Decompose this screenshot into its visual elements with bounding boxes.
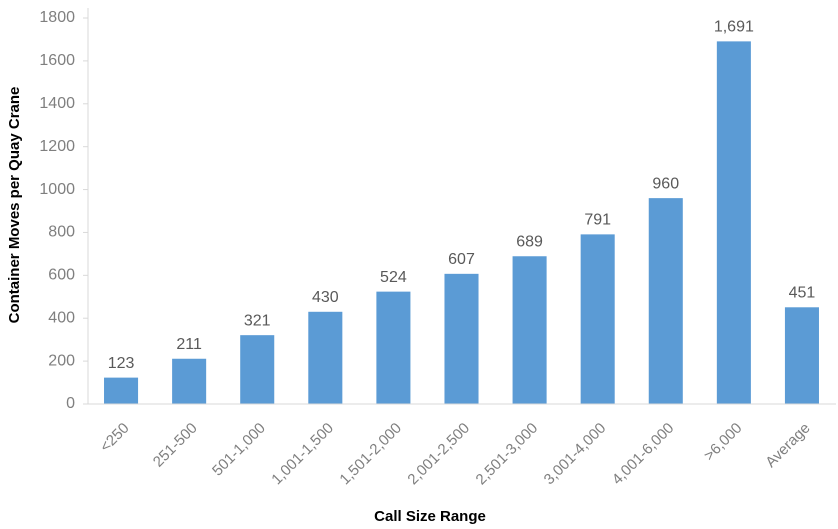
bar: [376, 291, 411, 404]
y-axis-title: Container Moves per Quay Crane: [6, 87, 23, 324]
y-tick-label: 1800: [39, 9, 75, 26]
value-label: 524: [380, 269, 407, 286]
value-label: 451: [789, 285, 816, 302]
y-tick-label: 800: [48, 224, 75, 241]
bar: [580, 234, 615, 404]
bar: [784, 307, 819, 404]
value-label: 607: [448, 251, 475, 268]
x-tick-label: Average: [762, 420, 813, 471]
value-label: 791: [584, 212, 611, 229]
x-tick-label: 3,001-4,000: [541, 420, 610, 489]
y-tick-label: 1000: [39, 181, 75, 198]
bar: [716, 41, 751, 404]
x-tick-label: <250: [97, 420, 133, 456]
y-tick-label: 1600: [39, 52, 75, 69]
bar: [648, 198, 683, 404]
bar: [444, 273, 479, 404]
x-tick-label: 2,001-2,500: [404, 420, 473, 489]
x-tick-label: 4,001-6,000: [609, 420, 678, 489]
y-tick-label: 200: [48, 352, 75, 369]
value-label: 689: [516, 233, 543, 250]
value-label: 123: [108, 355, 135, 372]
value-label: 430: [312, 289, 339, 306]
y-tick-label: 600: [48, 267, 75, 284]
bar: [172, 358, 207, 404]
x-tick-label: 501-1,000: [209, 420, 269, 480]
x-tick-label: 251-500: [150, 420, 201, 471]
value-label: 211: [176, 336, 202, 353]
y-tick-label: 400: [48, 309, 75, 326]
x-tick-label: >6,000: [701, 420, 746, 465]
bar: [104, 377, 139, 404]
bar: [512, 256, 547, 404]
value-label: 960: [652, 175, 679, 192]
bar: [240, 335, 275, 404]
x-tick-label: 1,501-2,000: [336, 420, 405, 489]
y-tick-label: 1400: [39, 95, 75, 112]
x-tick-label: 1,001-1,500: [268, 420, 337, 489]
x-tick-label: 2,501-3,000: [473, 420, 542, 489]
x-axis-title: Call Size Range: [374, 508, 486, 525]
bar: [308, 311, 343, 404]
y-tick-label: 0: [66, 395, 75, 412]
value-label: 1,691: [714, 19, 754, 36]
y-tick-label: 1200: [39, 138, 75, 155]
value-label: 321: [244, 312, 271, 329]
